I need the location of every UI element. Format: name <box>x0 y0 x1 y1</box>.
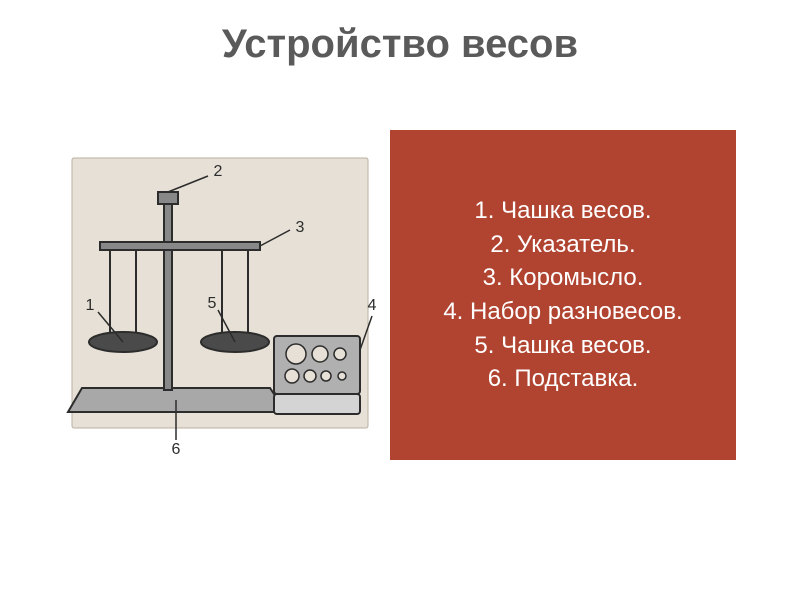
legend-item: 2. Указатель. <box>490 228 635 262</box>
callout-6: 6 <box>172 441 181 458</box>
balance-scale-diagram: 1 2 3 4 5 6 <box>60 140 380 460</box>
legend-item: 3. Коромысло. <box>483 261 644 295</box>
legend-item: 4. Набор разновесов. <box>443 295 682 329</box>
legend-item: 5. Чашка весов. <box>474 329 651 363</box>
legend-item: 1. Чашка весов. <box>474 194 651 228</box>
callout-4: 4 <box>368 297 377 314</box>
callout-2: 2 <box>214 163 223 180</box>
diagram: 1 2 3 4 5 6 <box>60 140 380 460</box>
legend-item: 6. Подставка. <box>488 362 639 396</box>
callout-1: 1 <box>86 297 95 314</box>
page-title: Устройство весов <box>0 22 800 67</box>
callout-3: 3 <box>296 219 305 236</box>
legend-box: 1. Чашка весов.2. Указатель.3. Коромысло… <box>390 130 736 460</box>
callout-5: 5 <box>208 295 217 312</box>
slide: Устройство весов 1. Чашка весов.2. Указа… <box>0 0 800 600</box>
